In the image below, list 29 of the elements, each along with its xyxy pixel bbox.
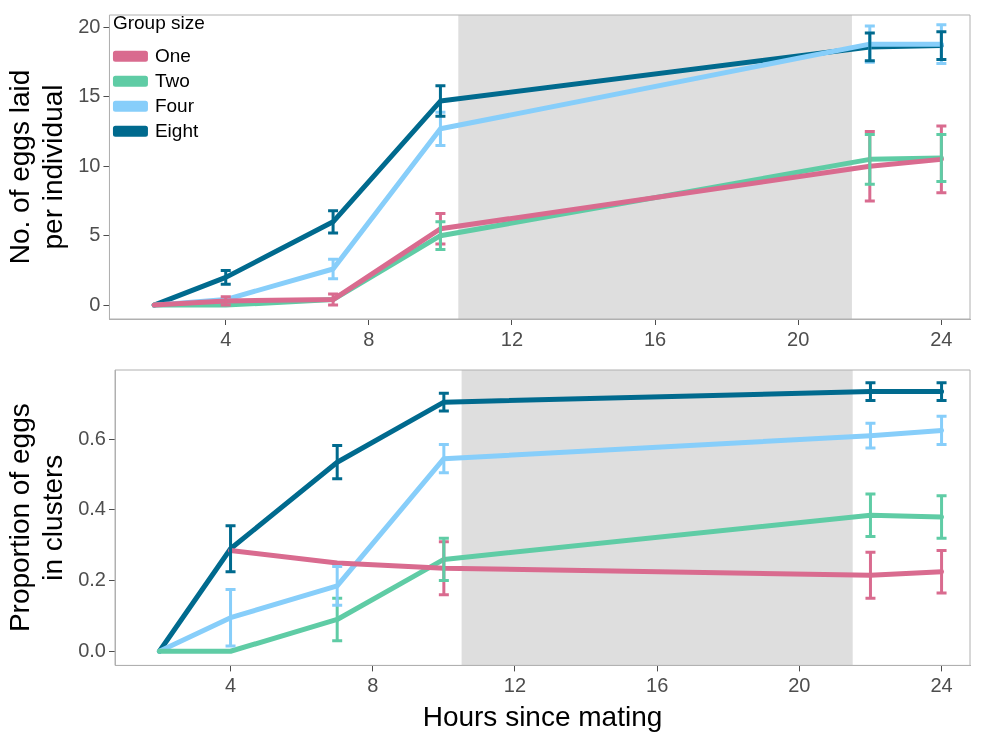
y-tick-label: 0.4 (78, 497, 106, 520)
legend-title: Group size (112, 11, 205, 33)
x-tick-label: 24 (930, 327, 953, 350)
legend-label: Four (154, 94, 195, 116)
x-tick-label: 8 (367, 673, 379, 696)
x-tick-label: 12 (500, 327, 524, 350)
x-tick-label: 8 (363, 327, 375, 350)
y-axis-title: No. of eggs laid per individual (3, 69, 69, 265)
x-tick-label: 20 (788, 673, 811, 696)
y-tick-label: 5 (89, 223, 101, 246)
y-tick-label: 20 (78, 15, 101, 38)
x-tick-label: 16 (643, 327, 667, 350)
y-tick-label: 0.2 (78, 568, 106, 591)
legend-label: One (154, 44, 191, 66)
y-tick-label: 0 (89, 292, 101, 315)
x-tick-label: 4 (224, 673, 237, 696)
y-tick-label: 0.0 (78, 638, 106, 661)
x-tick-label: 12 (503, 673, 527, 696)
y-axis-title: Proportion of eggs in clusters (3, 403, 69, 633)
x-tick-label: 24 (930, 673, 953, 696)
y-tick-label: 10 (78, 153, 101, 176)
legend-label: Eight (154, 119, 199, 141)
x-tick-label: 4 (220, 327, 232, 350)
y-tick-label: 0.6 (78, 426, 106, 449)
x-axis-title: Hours since mating (422, 700, 663, 732)
x-tick-label: 20 (787, 327, 810, 350)
x-tick-label: 16 (646, 673, 669, 696)
legend-label: Two (154, 69, 190, 91)
y-tick-label: 15 (78, 84, 101, 107)
